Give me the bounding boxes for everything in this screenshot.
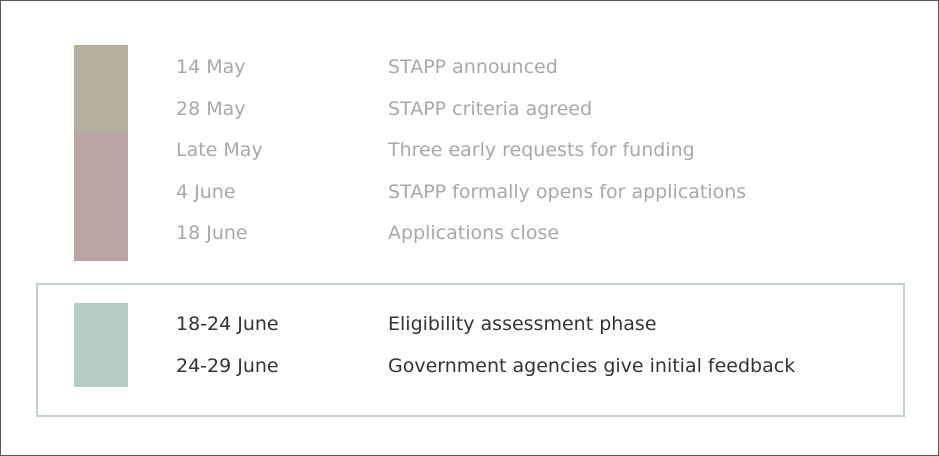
event: Three early requests for funding bbox=[388, 139, 695, 161]
event: STAPP criteria agreed bbox=[388, 97, 593, 120]
current-box bbox=[36, 283, 905, 417]
phase-bar bbox=[74, 131, 128, 261]
event: STAPP formally opens for applications bbox=[388, 180, 747, 203]
date: 28 May bbox=[176, 97, 246, 120]
date: 18 June bbox=[176, 222, 248, 244]
event: Government agencies give initial feedbac… bbox=[388, 354, 796, 377]
date: 18-24 June bbox=[176, 313, 279, 335]
date: 24-29 June bbox=[176, 354, 279, 377]
phase-bar bbox=[74, 45, 128, 131]
date: Late May bbox=[176, 139, 263, 161]
date: 14 May bbox=[176, 56, 246, 78]
phase-bar bbox=[74, 303, 128, 387]
event: Applications close bbox=[388, 222, 560, 244]
event: STAPP announced bbox=[388, 56, 558, 78]
event: Eligibility assessment phase bbox=[388, 313, 657, 335]
date: 4 June bbox=[176, 180, 236, 203]
